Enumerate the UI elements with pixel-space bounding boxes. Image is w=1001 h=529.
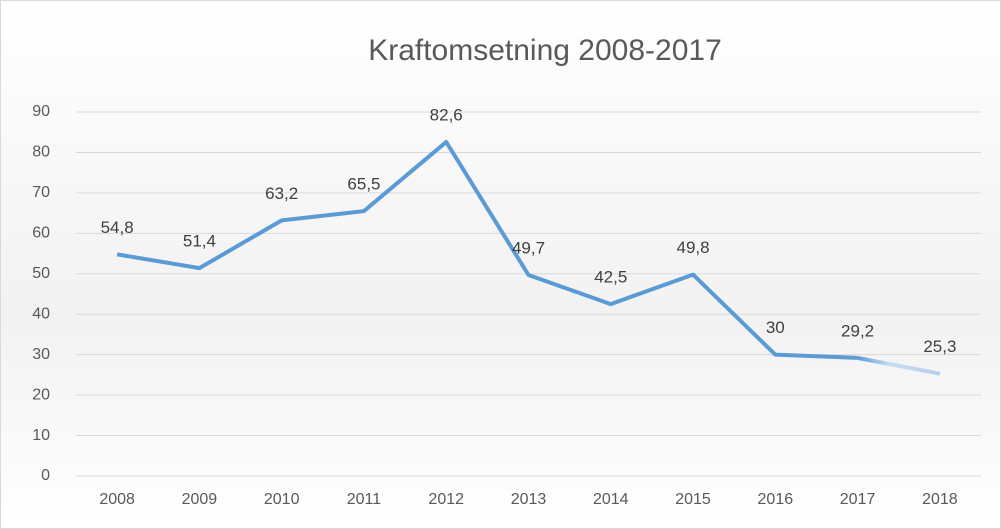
x-tick-label: 2010 <box>264 491 300 508</box>
data-label: 29,2 <box>841 321 874 340</box>
x-tick-label: 2016 <box>758 491 794 508</box>
x-tick-label: 2008 <box>99 491 135 508</box>
y-tick-label: 40 <box>32 305 50 322</box>
data-label: 63,2 <box>265 184 298 203</box>
y-tick-label: 0 <box>41 467 50 484</box>
data-label: 25,3 <box>923 337 956 356</box>
x-tick-label: 2015 <box>675 491 711 508</box>
y-tick-label: 50 <box>32 265 50 282</box>
data-label: 65,5 <box>347 175 380 194</box>
chart-title: Kraftomsetning 2008-2017 <box>368 34 722 67</box>
data-label: 49,8 <box>676 238 709 257</box>
data-label: 30 <box>766 318 785 337</box>
y-tick-label: 70 <box>32 184 50 201</box>
data-label: 42,5 <box>594 268 627 287</box>
x-tick-label: 2012 <box>428 491 464 508</box>
x-tick-label: 2018 <box>922 491 958 508</box>
x-tick-label: 2013 <box>511 491 547 508</box>
x-tick-label: 2017 <box>840 491 876 508</box>
x-tick-label: 2011 <box>347 491 382 508</box>
data-label: 51,4 <box>183 232 216 251</box>
data-label: 82,6 <box>430 105 463 124</box>
y-tick-label: 20 <box>32 386 50 403</box>
y-tick-label: 10 <box>32 427 50 444</box>
x-tick-label: 2014 <box>593 491 629 508</box>
data-label: 54,8 <box>101 218 134 237</box>
y-tick-label: 60 <box>32 225 50 242</box>
y-tick-label: 90 <box>32 103 50 120</box>
y-tick-label: 80 <box>32 144 50 161</box>
projection-line <box>857 355 941 376</box>
data-label: 49,7 <box>512 238 545 257</box>
x-tick-label: 2009 <box>182 491 218 508</box>
line <box>116 139 858 360</box>
y-tick-label: 30 <box>32 346 50 363</box>
